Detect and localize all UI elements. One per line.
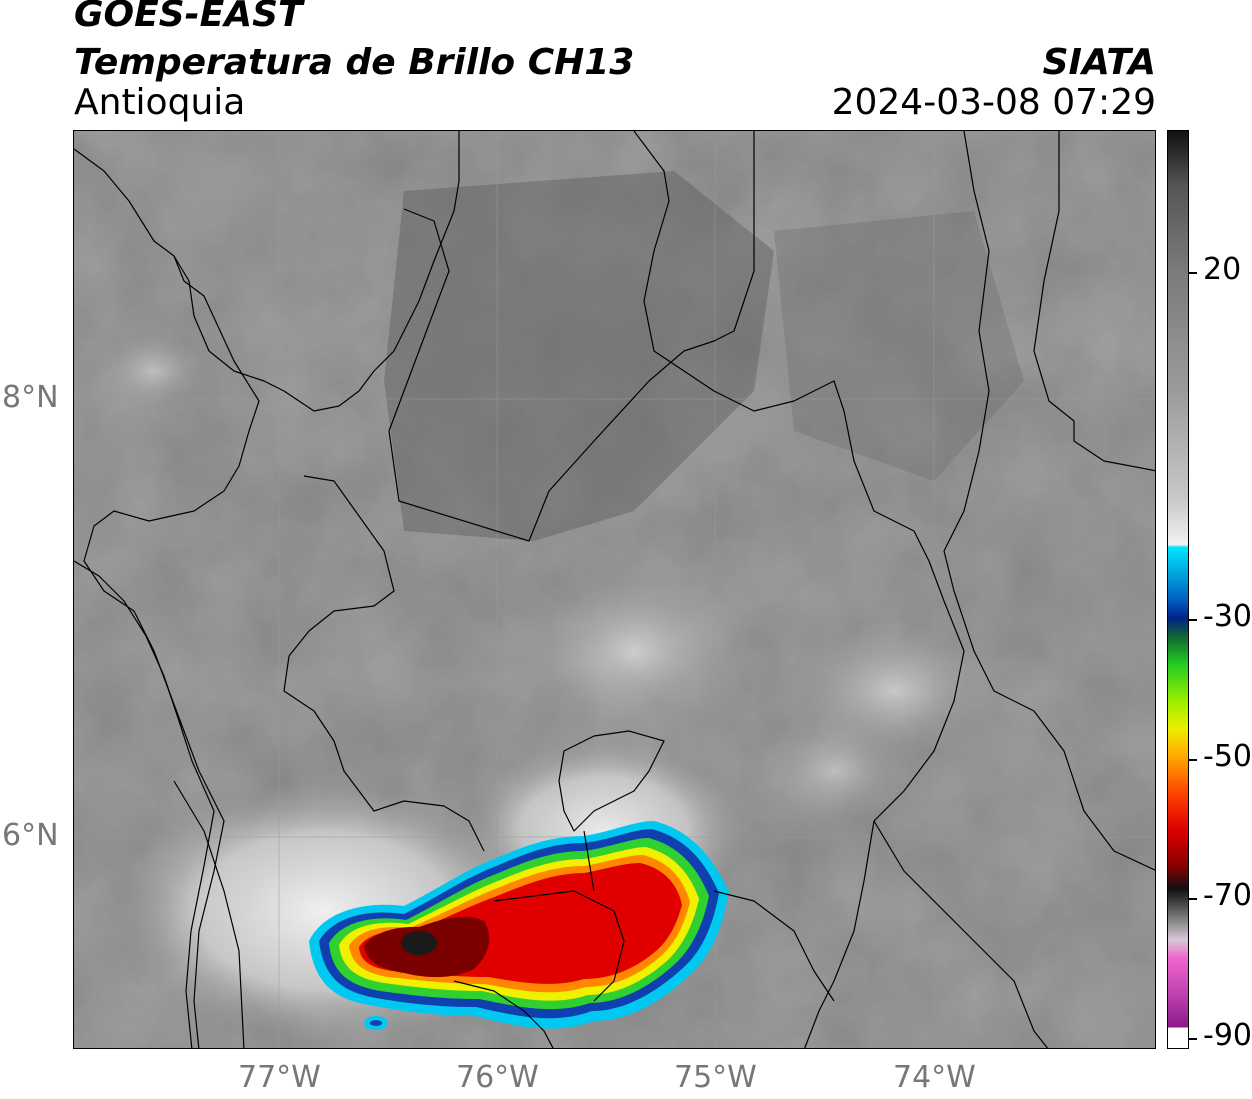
colorbar xyxy=(1167,130,1189,1049)
map-title-line2: Temperatura de Brillo CH13 xyxy=(74,42,635,83)
storm-fragment-small-inner xyxy=(370,1020,382,1026)
satellite-map[interactable] xyxy=(73,130,1156,1049)
latitude-label-8n: 8°N xyxy=(2,380,59,415)
colorbar-tick-minus50 xyxy=(1189,759,1197,761)
light-cloud-southeast xyxy=(754,711,914,831)
longitude-label-74w: 74°W xyxy=(893,1060,976,1095)
colorbar-tick-20 xyxy=(1189,272,1197,274)
municipal-border-4 xyxy=(713,890,835,1002)
colorbar-tick-minus90 xyxy=(1189,1038,1197,1040)
longitude-label-77w: 77°W xyxy=(238,1060,321,1095)
map-title-line1: GOES-EAST xyxy=(74,0,303,35)
colorbar-label-minus90: -90 xyxy=(1203,1018,1252,1053)
dark-zone-northeast xyxy=(774,211,1024,481)
brand-label: SIATA xyxy=(1042,42,1156,83)
storm-core xyxy=(401,931,437,955)
light-cloud-center xyxy=(514,561,754,741)
light-cloud-west xyxy=(94,331,214,411)
gulf-coast xyxy=(173,131,460,412)
longitude-label-75w: 75°W xyxy=(674,1060,757,1095)
coastline-inner xyxy=(74,560,215,1048)
colorbar-label-minus70: -70 xyxy=(1203,878,1252,913)
latitude-label-6n: 6°N xyxy=(2,818,59,853)
municipal-border-1 xyxy=(493,890,625,1002)
colorbar-fill xyxy=(1168,131,1188,1048)
municipal-border-2 xyxy=(583,830,595,892)
department-border-east xyxy=(633,131,965,1048)
colorbar-gradient xyxy=(1168,131,1188,1048)
dark-zone-north xyxy=(384,171,774,541)
storm-cell xyxy=(309,821,729,1030)
municipal-border-3 xyxy=(453,980,554,1048)
colorbar-tick-minus70 xyxy=(1189,898,1197,900)
colorbar-label-minus30: -30 xyxy=(1203,599,1252,634)
river-west xyxy=(173,780,245,1048)
satellite-map-canvas xyxy=(74,131,1155,1048)
colorbar-tick-minus30 xyxy=(1189,619,1197,621)
department-border-northeast xyxy=(1033,131,1155,472)
boundaries xyxy=(74,131,1155,1048)
timestamp-label: 2024-03-08 07:29 xyxy=(831,82,1156,123)
department-border-north xyxy=(388,131,755,542)
longitude-label-76w: 76°W xyxy=(456,1060,539,1095)
municipal-cluster xyxy=(558,730,665,832)
department-border-west xyxy=(283,475,485,852)
colorbar-label-20: 20 xyxy=(1203,252,1242,287)
colorbar-label-minus50: -50 xyxy=(1203,739,1252,774)
coastline xyxy=(74,148,260,1048)
department-border-far-east xyxy=(943,131,1155,871)
region-label: Antioquia xyxy=(74,82,246,123)
department-border-southeast xyxy=(873,820,1049,1048)
